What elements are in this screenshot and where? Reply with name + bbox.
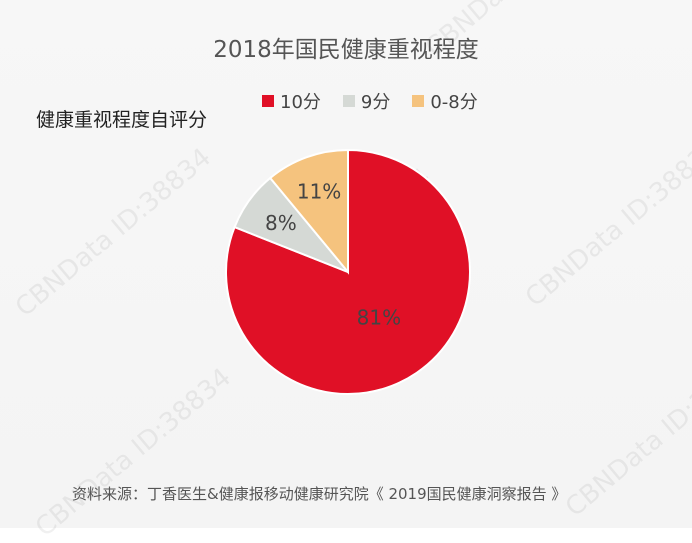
legend-item-10: 10分: [262, 88, 321, 114]
legend-label-9: 9分: [360, 92, 391, 113]
legend-swatch-0-8: [412, 95, 425, 107]
pie-label-0: 81%: [357, 305, 401, 329]
pie-slice-2: [268, 148, 349, 275]
legend-label-0-8: 0-8分: [430, 92, 478, 113]
legend-item-0-8: 0-8分: [412, 88, 478, 114]
pie-label-2: 11%: [297, 180, 341, 204]
legend-swatch-9: [342, 95, 355, 107]
legend-item-9: 9分: [342, 88, 391, 114]
pie-chart: 81% 8%11%: [225, 148, 471, 395]
source-note: 资料来源：丁香医生&健康报移动健康研究院《 2019国民健康洞察报告 》: [72, 485, 567, 503]
chart-title: 2018年国民健康重视程度: [213, 37, 479, 63]
pie-label-1: 8%: [265, 211, 297, 235]
chart-legend: 10分 9分 0-8分: [262, 88, 478, 114]
legend-swatch-10: [262, 95, 274, 107]
chart-ylabel: 健康重视程度自评分: [36, 109, 208, 131]
legend-label-10: 10分: [280, 92, 321, 113]
